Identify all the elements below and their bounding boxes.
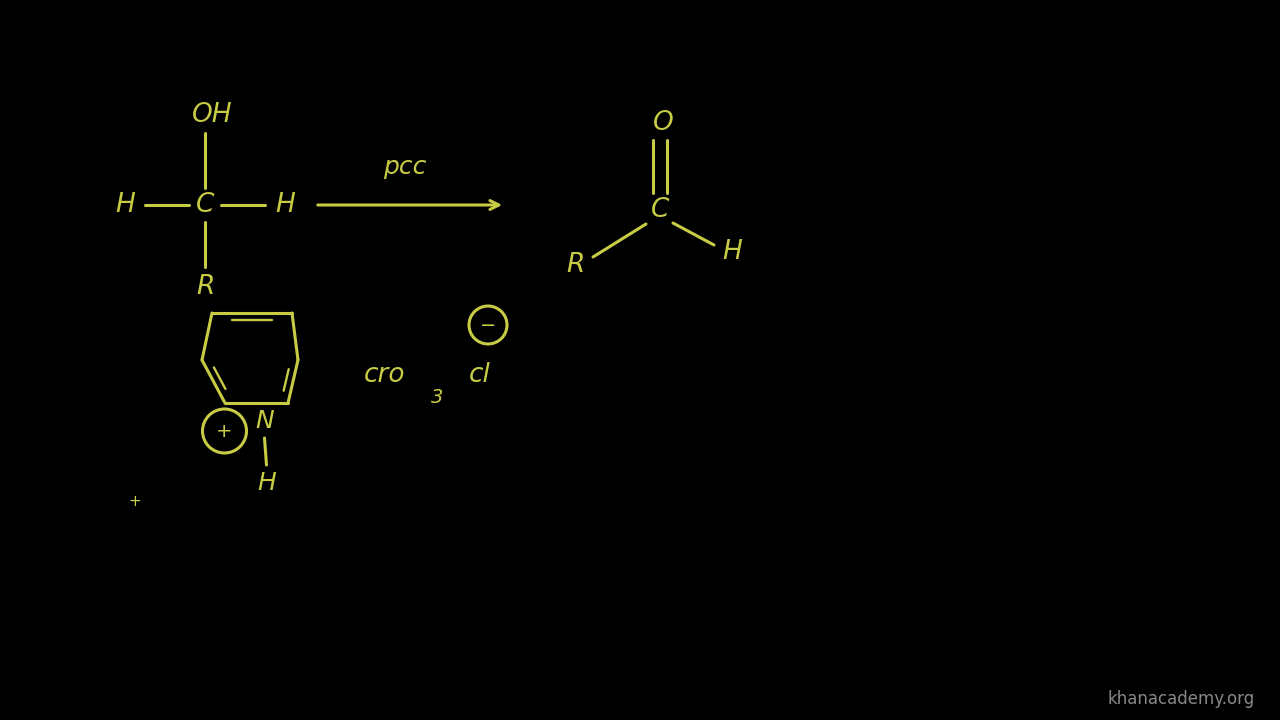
Text: O: O [653,110,673,136]
Text: H: H [115,192,134,218]
Text: R: R [196,274,214,300]
Text: C: C [650,197,669,223]
Text: OH: OH [192,102,232,128]
Text: −: − [480,315,497,335]
Text: +: + [216,421,233,441]
Text: 3: 3 [431,387,443,407]
Text: C: C [196,192,214,218]
Text: pcc: pcc [383,155,426,179]
Text: H: H [275,192,294,218]
Text: N: N [255,409,274,433]
Text: cl: cl [468,362,492,388]
Text: H: H [722,239,742,265]
Text: +: + [128,495,141,510]
Text: khanacademy.org: khanacademy.org [1107,690,1254,708]
Text: cro: cro [365,362,406,388]
Text: R: R [566,252,584,278]
Text: H: H [257,471,276,495]
